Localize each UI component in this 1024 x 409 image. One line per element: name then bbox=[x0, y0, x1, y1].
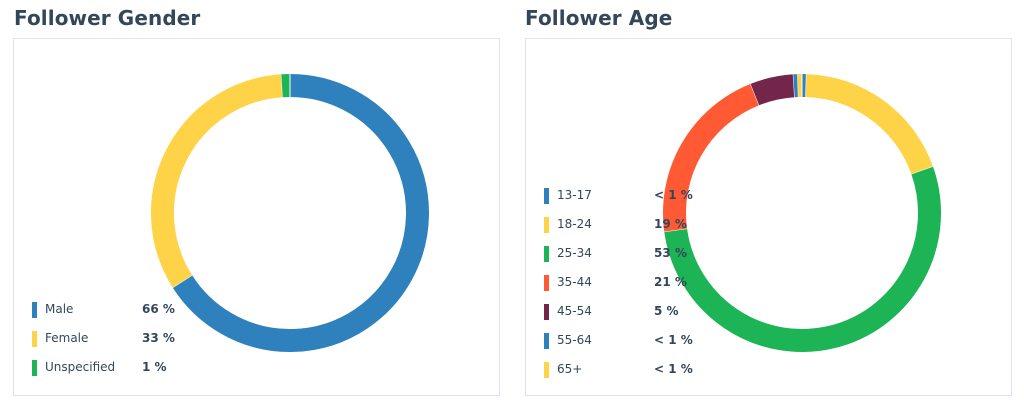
legend-item-18-24[interactable]: 18-24 19 % bbox=[544, 212, 694, 241]
legend-swatch bbox=[544, 217, 549, 233]
legend-item-45-54[interactable]: 45-54 5 % bbox=[544, 299, 694, 328]
legend-label: 55-64 bbox=[557, 333, 592, 347]
follower-age-panel: 13-17 < 1 % 18-24 19 % 25-34 53 % 35-44 … bbox=[525, 38, 1012, 396]
legend-swatch bbox=[544, 188, 549, 204]
follower-gender-panel: Male 66 % Female 33 % Unspecified 1 % bbox=[13, 38, 500, 396]
legend-value: 33 % bbox=[142, 331, 175, 345]
legend-value: 21 % bbox=[654, 275, 687, 289]
legend-label: Female bbox=[45, 331, 89, 345]
age-slice-separator bbox=[805, 73, 807, 99]
legend-item-female[interactable]: Female 33 % bbox=[32, 326, 182, 355]
legend-item-13-17[interactable]: 13-17 < 1 % bbox=[544, 183, 694, 212]
legend-value: 19 % bbox=[654, 217, 687, 231]
legend-label: Unspecified bbox=[45, 360, 116, 374]
follower-age-title: Follower Age bbox=[525, 6, 673, 30]
legend-label: 45-54 bbox=[557, 304, 592, 318]
age-slice-18-24[interactable] bbox=[805, 74, 934, 175]
legend-label: 25-34 bbox=[557, 246, 592, 260]
legend-label: 13-17 bbox=[557, 188, 592, 202]
gender-slice-male[interactable] bbox=[172, 74, 429, 352]
follower-gender-title: Follower Gender bbox=[14, 6, 201, 30]
legend-value: 53 % bbox=[654, 246, 687, 260]
legend-swatch-female bbox=[32, 331, 37, 347]
legend-swatch bbox=[544, 333, 549, 349]
legend-item-55-64[interactable]: 55-64 < 1 % bbox=[544, 328, 694, 357]
legend-label: 18-24 bbox=[557, 217, 592, 231]
legend-label: 65+ bbox=[557, 362, 583, 376]
legend-label: 35-44 bbox=[557, 275, 592, 289]
legend-swatch bbox=[544, 275, 549, 291]
age-slice-35-44[interactable] bbox=[663, 83, 760, 232]
gender-legend: Male 66 % Female 33 % Unspecified 1 % bbox=[32, 297, 182, 384]
age-slice-separator bbox=[749, 82, 760, 107]
legend-value: 5 % bbox=[654, 304, 679, 318]
age-slice-25-34[interactable] bbox=[664, 166, 941, 352]
legend-item-25-34[interactable]: 25-34 53 % bbox=[544, 241, 694, 270]
legend-swatch bbox=[544, 304, 549, 320]
legend-item-male[interactable]: Male 66 % bbox=[32, 297, 182, 326]
legend-label: Male bbox=[45, 302, 74, 316]
age-slice-45-54[interactable] bbox=[750, 74, 796, 106]
legend-item-unspecified[interactable]: Unspecified 1 % bbox=[32, 355, 182, 384]
age-legend: 13-17 < 1 % 18-24 19 % 25-34 53 % 35-44 … bbox=[544, 183, 694, 386]
age-donut-chart bbox=[663, 73, 941, 352]
legend-value: 1 % bbox=[142, 360, 167, 374]
legend-value: < 1 % bbox=[654, 188, 693, 202]
gender-slice-female[interactable] bbox=[151, 74, 283, 288]
legend-value: < 1 % bbox=[654, 333, 693, 347]
legend-swatch bbox=[544, 362, 549, 378]
legend-value: 66 % bbox=[142, 302, 175, 316]
legend-swatch-unspecified bbox=[32, 360, 37, 376]
legend-value: < 1 % bbox=[654, 362, 693, 376]
gender-donut-chart bbox=[151, 73, 429, 352]
legend-item-35-44[interactable]: 35-44 21 % bbox=[544, 270, 694, 299]
legend-item-65-plus[interactable]: 65+ < 1 % bbox=[544, 357, 694, 386]
legend-swatch bbox=[544, 246, 549, 262]
legend-swatch-male bbox=[32, 302, 37, 318]
